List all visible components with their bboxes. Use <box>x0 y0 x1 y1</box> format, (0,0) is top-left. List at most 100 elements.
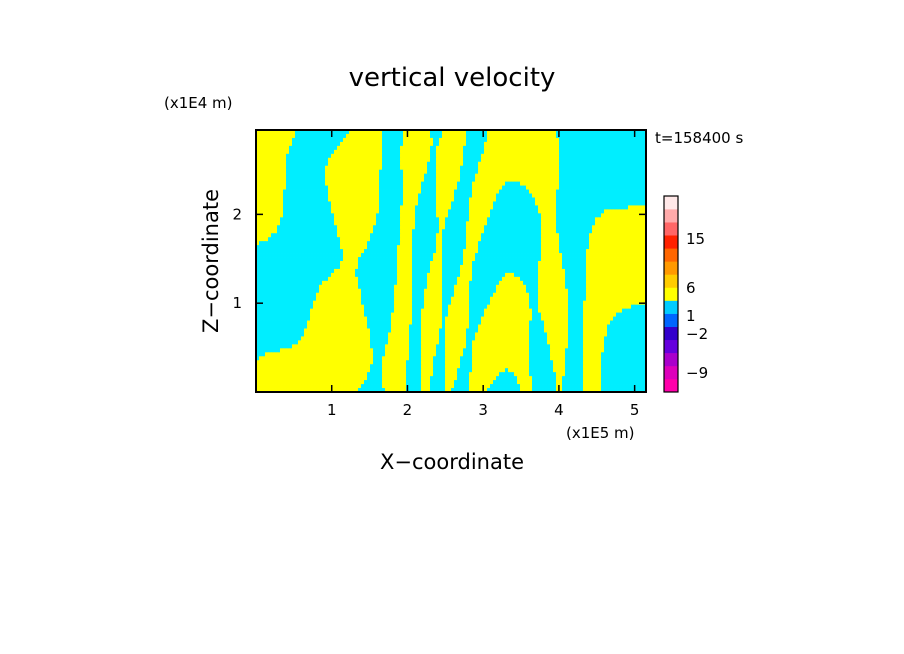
field-cell <box>508 189 512 194</box>
field-cell <box>442 173 446 179</box>
field-cell <box>622 264 626 270</box>
field-cell <box>634 233 638 238</box>
field-cell <box>631 276 635 282</box>
field-cell <box>340 205 344 210</box>
field-cell <box>424 249 428 254</box>
field-cell <box>547 185 551 190</box>
field-cell <box>301 209 305 214</box>
field-cell <box>511 241 515 246</box>
field-cell <box>517 221 521 226</box>
field-cell <box>508 177 512 183</box>
field-cell <box>382 133 386 139</box>
field-cell <box>388 241 392 246</box>
field-cell <box>514 169 518 175</box>
field-cell <box>298 201 302 206</box>
field-cell <box>391 161 395 167</box>
field-cell <box>586 253 590 258</box>
field-cell <box>613 205 617 210</box>
field-cell <box>604 141 608 147</box>
field-cell <box>427 261 431 266</box>
field-cell <box>610 165 614 171</box>
field-cell <box>559 177 563 183</box>
field-cell <box>595 241 599 246</box>
field-cell <box>556 137 560 143</box>
field-cell <box>520 257 524 262</box>
field-cell <box>433 165 437 171</box>
field-cell <box>439 233 443 238</box>
field-cell <box>280 201 284 206</box>
field-cell <box>295 280 299 286</box>
field-cell <box>442 177 446 183</box>
field-cell <box>397 173 401 179</box>
field-cell <box>265 173 269 179</box>
field-cell <box>319 197 323 202</box>
field-cell <box>571 233 575 238</box>
field-cell <box>640 221 644 226</box>
field-cell <box>328 205 332 210</box>
field-cell <box>565 201 569 206</box>
field-cell <box>583 276 587 282</box>
field-cell <box>448 189 452 194</box>
field-cell <box>466 272 470 278</box>
field-cell <box>373 141 377 147</box>
field-cell <box>610 197 614 202</box>
field-cell <box>538 241 542 246</box>
field-cell <box>634 213 638 218</box>
field-cell <box>562 149 566 155</box>
field-cell <box>553 133 557 139</box>
field-cell <box>631 225 635 230</box>
field-cell <box>370 161 374 167</box>
field-cell <box>643 261 647 266</box>
field-cell <box>313 141 317 147</box>
field-cell <box>514 225 518 230</box>
field-cell <box>388 177 392 183</box>
field-cell <box>439 264 443 270</box>
field-cell <box>430 193 434 198</box>
field-cell <box>445 181 449 186</box>
field-cell <box>481 169 485 175</box>
field-cell <box>511 197 515 202</box>
field-cell <box>622 201 626 206</box>
field-cell <box>391 268 395 274</box>
field-cell <box>379 221 383 226</box>
field-cell <box>355 173 359 179</box>
field-cell <box>319 153 323 159</box>
field-cell <box>331 153 335 159</box>
field-cell <box>457 233 461 238</box>
field-cell <box>547 253 551 258</box>
field-cell <box>307 213 311 218</box>
field-cell <box>352 189 356 194</box>
field-cell <box>421 141 425 147</box>
field-cell <box>493 229 497 234</box>
field-cell <box>406 237 410 242</box>
field-cell <box>493 241 497 246</box>
field-cell <box>568 205 572 210</box>
field-cell <box>385 209 389 214</box>
field-cell <box>592 173 596 179</box>
field-cell <box>358 253 362 258</box>
field-cell <box>538 257 542 262</box>
field-cell <box>487 205 491 210</box>
field-cell <box>637 261 641 266</box>
field-cell <box>295 272 299 278</box>
field-cell <box>391 181 395 186</box>
field-cell <box>259 197 263 202</box>
field-cell <box>568 249 572 254</box>
field-cell <box>352 165 356 171</box>
field-cell <box>481 268 485 274</box>
field-cell <box>355 197 359 202</box>
field-cell <box>322 153 326 159</box>
field-cell <box>514 221 518 226</box>
field-cell <box>322 149 326 155</box>
field-cell <box>298 177 302 183</box>
field-cell <box>571 189 575 194</box>
field-cell <box>370 173 374 179</box>
field-cell <box>589 264 593 270</box>
field-cell <box>406 189 410 194</box>
field-cell <box>607 189 611 194</box>
field-cell <box>487 225 491 230</box>
field-cell <box>331 268 335 274</box>
field-cell <box>595 209 599 214</box>
field-cell <box>565 268 569 274</box>
field-cell <box>379 157 383 163</box>
